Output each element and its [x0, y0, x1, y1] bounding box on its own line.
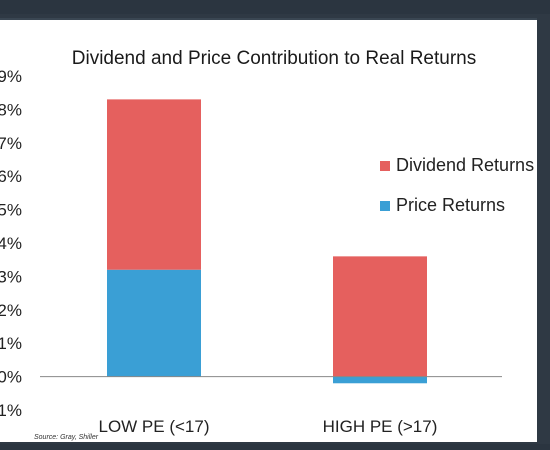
y-tick-label: 7% — [0, 134, 22, 153]
bar-price-returns — [333, 376, 427, 384]
chart-title: Dividend and Price Contribution to Real … — [72, 48, 477, 69]
bar-dividend-returns — [107, 99, 201, 270]
bar-dividend-returns — [333, 256, 427, 377]
y-tick-label: 5% — [0, 201, 22, 220]
y-axis-ticks: -1% 0% 1% 2% 3% 4% 5% 6% 7% 8% 9% — [0, 67, 22, 420]
y-tick-label: 8% — [0, 100, 22, 119]
legend: Dividend Returns Price Returns — [380, 155, 534, 215]
y-tick-label: -1% — [0, 401, 22, 420]
legend-swatch — [380, 201, 390, 211]
y-tick-label: 2% — [0, 301, 22, 320]
y-tick-label: 0% — [0, 368, 22, 387]
chart-panel: Dividend and Price Contribution to Real … — [0, 18, 537, 442]
y-tick-label: 6% — [0, 167, 22, 186]
x-category-label: LOW PE (<17) — [98, 417, 209, 436]
legend-label: Price Returns — [396, 195, 505, 215]
bars — [107, 99, 427, 384]
y-tick-label: 9% — [0, 67, 22, 86]
legend-label: Dividend Returns — [396, 155, 534, 175]
y-tick-label: 1% — [0, 334, 22, 353]
bar-price-returns — [107, 269, 201, 377]
x-axis-categories: LOW PE (<17) HIGH PE (>17) — [98, 417, 437, 436]
y-tick-label: 4% — [0, 234, 22, 253]
source-note: Source: Gray, Shiller — [34, 434, 99, 441]
x-category-label: HIGH PE (>17) — [323, 417, 438, 436]
y-tick-label: 3% — [0, 267, 22, 286]
screen-frame: Dividend and Price Contribution to Real … — [0, 14, 550, 444]
legend-swatch — [380, 161, 390, 171]
chart-svg: Dividend and Price Contribution to Real … — [0, 48, 534, 441]
